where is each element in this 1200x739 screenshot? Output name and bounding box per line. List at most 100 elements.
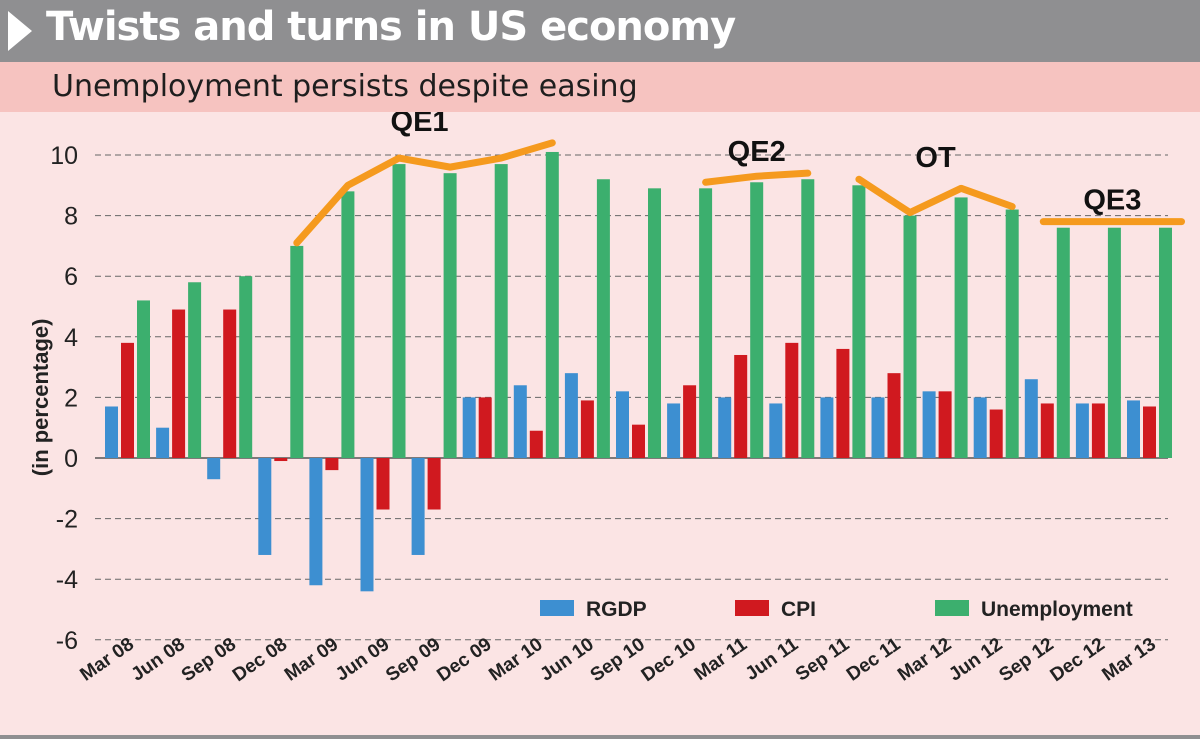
chart-title: Twists and turns in US economy	[46, 4, 736, 50]
bar-rgdp-dec-09	[462, 397, 476, 458]
bar-cpi-jun-10	[580, 400, 594, 458]
x-tick-label: Jun 09	[332, 634, 393, 686]
bar-cpi-jun-08	[172, 309, 186, 458]
bar-rgdp-sep-09	[411, 458, 425, 555]
bar-rgdp-jun-11	[769, 403, 783, 458]
y-tick-label: 4	[64, 324, 78, 352]
bar-cpi-mar-09	[325, 458, 339, 471]
x-tick-label: Mar 11	[691, 634, 752, 685]
bar-rgdp-sep-12	[1024, 379, 1038, 458]
y-tick-label: 8	[64, 203, 78, 231]
bar-unemployment-sep-11	[852, 185, 866, 459]
bar-unemployment-dec-08	[290, 245, 304, 458]
bar-rgdp-mar-08	[105, 406, 118, 458]
bar-rgdp-dec-08	[258, 458, 272, 555]
bar-cpi-mar-10	[529, 430, 543, 458]
bar-cpi-dec-10	[683, 385, 697, 458]
y-tick-label: -4	[56, 566, 78, 594]
x-tick-label: Mar 13	[1099, 634, 1160, 686]
y-tick-label: -6	[56, 627, 78, 655]
y-tick-label: 0	[64, 445, 78, 473]
bar-rgdp-sep-08	[207, 458, 221, 480]
y-tick-label: 6	[64, 263, 78, 291]
x-tick-label: Sep 11	[792, 634, 854, 686]
bar-rgdp-jun-10	[564, 373, 578, 458]
x-tick-label: Dec 09	[433, 634, 495, 686]
subtitle-bar: Unemployment persists despite easing	[0, 62, 1200, 112]
bar-unemployment-jun-10	[596, 179, 610, 458]
bar-unemployment-mar-11	[750, 182, 764, 458]
bar-cpi-jun-12	[989, 409, 1003, 458]
bar-rgdp-sep-10	[616, 391, 629, 458]
bar-rgdp-mar-12	[922, 391, 936, 458]
bar-rgdp-jun-08	[156, 427, 170, 458]
x-tick-label: Dec 10	[638, 634, 700, 686]
legend-swatch-rgdp	[540, 600, 574, 616]
bar-rgdp-mar-09	[309, 458, 323, 586]
bar-unemployment-mar-13	[1159, 227, 1172, 458]
bar-cpi-mar-08	[121, 342, 134, 458]
bar-unemployment-mar-12	[954, 197, 968, 459]
bar-cpi-dec-11	[887, 373, 901, 458]
bar-cpi-sep-11	[836, 348, 850, 458]
y-tick-label: 10	[50, 142, 78, 170]
bar-unemployment-dec-11	[903, 215, 917, 458]
x-tick-label: Dec 12	[1047, 634, 1109, 686]
bar-rgdp-jun-09	[360, 458, 374, 592]
x-tick-label: Sep 12	[995, 634, 1057, 686]
bar-unemployment-jun-09	[392, 164, 406, 458]
bar-rgdp-mar-13	[1127, 400, 1140, 458]
x-tick-label: Mar 12	[894, 634, 955, 686]
bar-cpi-mar-11	[734, 354, 748, 458]
x-tick-label: Sep 09	[382, 634, 444, 686]
annotation-label-qe1: QE1	[391, 112, 449, 138]
bar-unemployment-mar-09	[341, 191, 355, 459]
bar-rgdp-jun-12	[973, 397, 987, 458]
legend-label-rgdp: RGDP	[586, 598, 647, 621]
bar-unemployment-dec-12	[1107, 227, 1121, 458]
bar-cpi-sep-10	[632, 424, 645, 458]
bar-unemployment-sep-09	[443, 173, 457, 458]
legend-label-cpi: CPI	[781, 598, 816, 621]
bar-cpi-sep-12	[1040, 403, 1054, 458]
chart-subtitle: Unemployment persists despite easing	[52, 69, 638, 104]
annotation-line-ot	[855, 175, 1016, 217]
bar-unemployment-mar-10	[545, 151, 559, 458]
bar-unemployment-jun-12	[1005, 209, 1019, 458]
x-tick-label: Mar 08	[77, 634, 138, 686]
x-tick-label: Mar 10	[485, 634, 546, 686]
bar-unemployment-jun-08	[188, 282, 202, 458]
y-tick-label: -2	[56, 506, 78, 534]
bar-rgdp-dec-12	[1075, 403, 1089, 458]
bar-unemployment-mar-08	[137, 300, 150, 458]
bar-rgdp-mar-10	[513, 385, 527, 458]
x-tick-label: Jun 11	[742, 634, 803, 685]
x-tick-label: Mar 09	[281, 634, 342, 686]
legend-swatch-unemployment	[935, 600, 969, 616]
x-tick-label: Dec 08	[229, 634, 291, 686]
bar-rgdp-sep-11	[820, 397, 834, 458]
bar-rgdp-dec-11	[871, 397, 885, 458]
bar-cpi-mar-12	[938, 391, 952, 458]
annotation-label-ot: OT	[915, 142, 956, 174]
annotation-label-qe2: QE2	[728, 136, 786, 168]
bar-cpi-dec-12	[1091, 403, 1105, 458]
bar-unemployment-sep-08	[239, 276, 253, 458]
annotation-label-qe3: QE3	[1083, 185, 1141, 217]
x-tick-label: Jun 12	[945, 634, 1006, 686]
x-tick-label: Jun 10	[536, 634, 597, 686]
bottom-rule	[0, 735, 1200, 739]
bar-rgdp-dec-10	[667, 403, 681, 458]
bar-unemployment-dec-09	[494, 164, 508, 458]
bar-unemployment-sep-12	[1056, 227, 1070, 458]
bar-cpi-mar-13	[1143, 406, 1156, 458]
bar-cpi-jun-11	[785, 342, 799, 458]
legend-label-unemployment: Unemployment	[981, 598, 1133, 621]
legend-swatch-cpi	[735, 600, 769, 616]
bar-cpi-dec-08	[274, 458, 288, 462]
bar-cpi-jun-09	[376, 458, 390, 510]
bar-unemployment-sep-10	[648, 188, 661, 458]
bar-unemployment-dec-10	[699, 188, 713, 458]
bar-cpi-sep-09	[427, 458, 441, 510]
bar-cpi-sep-08	[223, 309, 237, 458]
